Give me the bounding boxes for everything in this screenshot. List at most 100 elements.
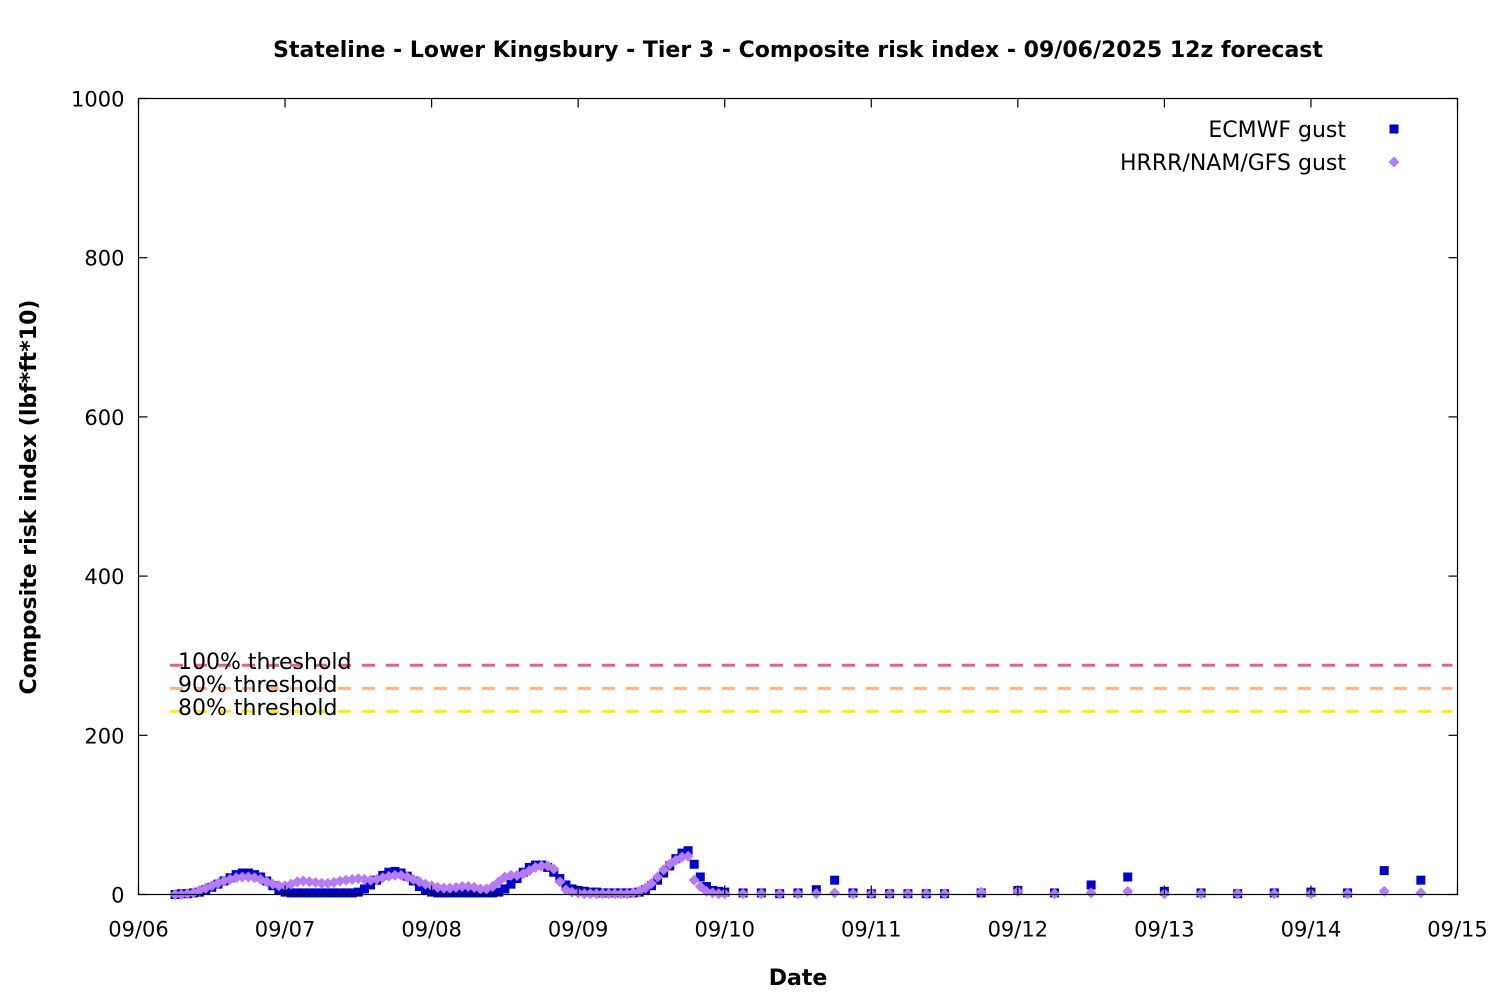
legend-label: ECMWF gust <box>1208 118 1346 143</box>
x-axis-label: Date <box>769 966 828 991</box>
x-tick-label: 09/08 <box>401 918 462 942</box>
data-point <box>1379 866 1389 876</box>
threshold-label: 100% threshold <box>178 650 352 675</box>
data-point <box>286 888 296 898</box>
data-point <box>353 887 363 897</box>
y-tick-label: 1000 <box>71 88 124 112</box>
data-point <box>298 888 308 898</box>
x-tick-label: 09/09 <box>548 918 609 942</box>
x-tick-label: 09/07 <box>255 918 316 942</box>
data-point <box>792 888 804 900</box>
legend-label: HRRR/NAM/GFS gust <box>1120 151 1346 176</box>
data-point <box>829 887 841 899</box>
data-point <box>1268 888 1280 900</box>
data-point <box>249 872 261 884</box>
x-tick-label: 09/14 <box>1281 918 1342 942</box>
data-point <box>292 888 302 898</box>
data-point <box>755 888 767 900</box>
data-point <box>304 888 314 898</box>
y-tick-label: 600 <box>84 406 124 430</box>
data-point <box>1415 887 1427 899</box>
data-point <box>1342 888 1354 900</box>
x-tick-label: 09/06 <box>108 918 169 942</box>
data-point <box>506 879 516 889</box>
y-tick-label: 800 <box>84 247 124 271</box>
data-point <box>902 888 914 900</box>
data-point <box>597 888 609 900</box>
data-point <box>688 874 700 886</box>
data-point <box>457 888 467 898</box>
series-1 <box>169 850 1427 900</box>
data-point <box>1378 885 1390 897</box>
data-point <box>615 888 627 900</box>
threshold-label: 90% threshold <box>178 673 338 698</box>
data-point <box>737 888 749 900</box>
data-point <box>421 886 431 896</box>
data-point <box>713 888 725 900</box>
x-tick-label: 09/10 <box>694 918 755 942</box>
data-point <box>830 875 840 885</box>
data-point <box>1416 875 1426 885</box>
data-point <box>810 888 822 900</box>
y-axis: 0 200 400 600 800 1000 <box>71 88 1458 908</box>
chart-title: Stateline - Lower Kingsbury - Tier 3 - C… <box>273 38 1323 63</box>
legend-marker <box>1389 124 1399 134</box>
data-point <box>488 888 498 898</box>
data-point <box>347 888 357 898</box>
data-point <box>1122 885 1134 897</box>
x-tick-label: 09/11 <box>841 918 902 942</box>
data-point <box>884 888 896 900</box>
data-point <box>438 882 450 894</box>
data-point <box>683 846 693 856</box>
y-tick-label: 0 <box>111 884 124 908</box>
data-point <box>1086 880 1096 890</box>
threshold-label: 80% threshold <box>178 696 338 721</box>
data-point <box>341 888 351 898</box>
data-point <box>433 888 443 898</box>
data-point <box>469 888 479 898</box>
data-point <box>505 869 517 881</box>
x-axis: 09/06 09/07 09/08 09/09 09/10 09/11 09/12 09/13… <box>108 98 1488 942</box>
data-point <box>536 860 548 872</box>
data-point <box>389 869 401 881</box>
data-point <box>590 888 602 900</box>
y-tick-label: 400 <box>84 565 124 589</box>
data-point <box>847 888 859 900</box>
plot-frame <box>137 97 1459 896</box>
legend-marker <box>1388 156 1400 168</box>
data-point <box>920 888 932 900</box>
data-point <box>658 864 670 876</box>
plot-area <box>169 846 1427 900</box>
data-point <box>695 872 705 882</box>
legend: ECMWF gust HRRR/NAM/GFS gust <box>1120 118 1400 176</box>
data-point <box>1123 872 1133 882</box>
data-point <box>548 863 560 875</box>
data-point <box>1195 888 1207 900</box>
data-point <box>335 888 345 898</box>
data-point <box>474 883 486 895</box>
data-point <box>1232 888 1244 900</box>
data-point <box>451 888 461 898</box>
data-point <box>689 859 699 869</box>
data-point <box>939 888 951 900</box>
data-point <box>500 884 510 894</box>
data-point <box>603 888 615 900</box>
data-point <box>584 888 596 900</box>
data-point <box>463 888 473 898</box>
data-point <box>652 871 664 883</box>
x-tick-label: 09/13 <box>1134 918 1195 942</box>
data-point <box>609 888 621 900</box>
data-point <box>1085 887 1097 899</box>
data-point <box>1048 888 1060 900</box>
data-point <box>682 850 694 862</box>
data-point <box>554 876 566 888</box>
data-point <box>494 887 504 897</box>
x-tick-label: 09/12 <box>988 918 1049 942</box>
data-point <box>645 877 657 889</box>
y-tick-label: 200 <box>84 724 124 748</box>
data-point <box>329 888 339 898</box>
data-point <box>316 877 328 889</box>
data-point <box>323 888 333 898</box>
